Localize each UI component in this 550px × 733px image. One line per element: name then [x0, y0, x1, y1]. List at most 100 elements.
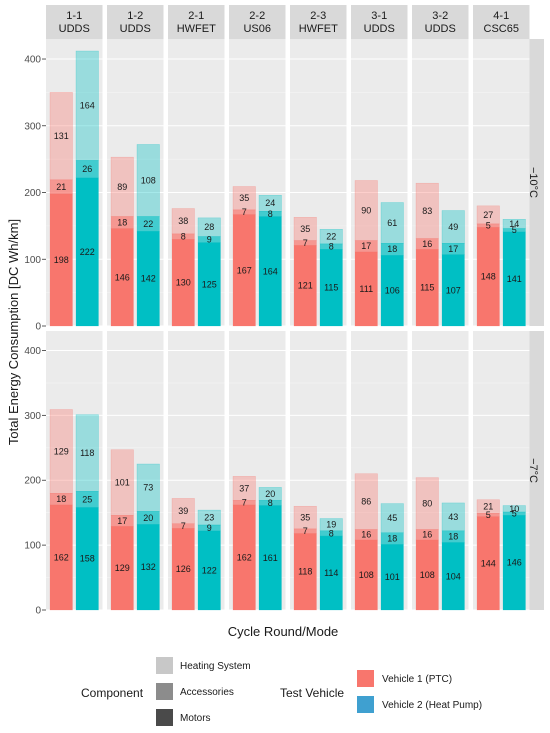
vehicle1-accessories-value-label: 16: [422, 530, 432, 540]
vehicle2-heating-value-label: 20: [265, 489, 275, 499]
vehicle-legend-label: Vehicle 2 (Heat Pump): [382, 700, 482, 711]
vehicle2-motors-value-label: 114: [324, 568, 338, 578]
vehicle2-heating-bar: [380, 202, 404, 244]
vehicle2-motors-value-label: 141: [507, 274, 522, 284]
facet-strip-label: UDDS: [59, 23, 90, 35]
vehicle2-heating-value-label: 14: [509, 219, 519, 229]
vehicle2-heating-bar: [319, 518, 343, 532]
facet-strip-label: 1-2: [127, 10, 143, 22]
vehicle1-heating-value-label: 27: [483, 210, 493, 220]
vehicle2-heating-bar: [75, 50, 99, 161]
component-legend-label: Motors: [180, 713, 211, 724]
vehicle1-motors-value-label: 162: [54, 552, 69, 562]
facet-strip-label: 2-1: [188, 10, 204, 22]
vehicle2-heating-value-label: 28: [204, 222, 214, 232]
vehicle1-heating-bar: [171, 498, 195, 524]
facet-strip-bg: [412, 5, 469, 39]
vehicle2-motors-value-label: 158: [80, 554, 95, 564]
vehicle2-motors-value-label: 146: [507, 558, 522, 568]
vehicle1-accessories-value-label: 5: [486, 221, 491, 231]
vehicle1-motors-value-label: 167: [237, 265, 252, 275]
vehicle1-heating-value-label: 129: [54, 446, 69, 456]
vehicle1-motors-value-label: 108: [359, 570, 374, 580]
vehicle2-heating-bar: [197, 509, 221, 526]
vehicle1-accessories-value-label: 7: [303, 238, 308, 248]
vehicle2-motors-value-label: 115: [324, 283, 338, 293]
facet-strip-label: UDDS: [425, 23, 456, 35]
vehicle1-heating-value-label: 35: [300, 224, 310, 234]
facet-strip-label: UDDS: [120, 23, 151, 35]
vehicle-legend-key: [357, 696, 374, 713]
facet-strip-label: 2-2: [249, 10, 265, 22]
vehicle2-accessories-value-label: 18: [387, 534, 397, 544]
y-tick-label: 200: [24, 188, 41, 199]
component-legend-key: [156, 683, 173, 700]
vehicle2-heating-bar: [197, 217, 221, 237]
vehicle1-heating-value-label: 90: [361, 206, 371, 216]
vehicle1-heating-value-label: 83: [422, 206, 432, 216]
vehicle1-heating-value-label: 38: [178, 216, 188, 226]
vehicle1-heating-bar: [476, 499, 500, 514]
vehicle2-heating-value-label: 22: [326, 232, 336, 242]
vehicle1-heating-bar: [415, 182, 439, 239]
vehicle1-accessories-value-label: 16: [422, 239, 432, 249]
component-legend-key: [156, 709, 173, 726]
vehicle2-heating-bar: [380, 503, 404, 533]
vehicle2-accessories-value-label: 17: [448, 244, 458, 254]
vehicle2-motors-value-label: 161: [263, 553, 278, 563]
vehicle1-motors-value-label: 198: [54, 255, 69, 265]
vehicle2-accessories-value-label: 5: [512, 225, 517, 235]
vehicle2-heating-value-label: 24: [265, 198, 275, 208]
y-tick-label: 400: [24, 55, 41, 66]
vehicle2-accessories-value-label: 22: [143, 219, 153, 229]
vehicle1-heating-bar: [49, 92, 73, 181]
vehicle2-heating-bar: [319, 229, 343, 245]
facet-strip-label: UDDS: [364, 23, 395, 35]
vehicle1-motors-value-label: 126: [176, 564, 191, 574]
vehicle1-motors-value-label: 129: [115, 563, 130, 573]
vehicle1-heating-value-label: 39: [178, 506, 188, 516]
vehicle2-motors-value-label: 106: [385, 286, 400, 296]
vehicle2-heating-value-label: 108: [141, 175, 156, 185]
component-legend-label: Accessories: [180, 687, 234, 698]
y-axis-title: Total Energy Consumption [DC Wh/km]: [6, 219, 21, 445]
vehicle2-heating-bar: [258, 194, 282, 212]
vehicle2-accessories-value-label: 9: [207, 523, 212, 533]
vehicle2-heating-value-label: 10: [509, 504, 519, 514]
y-tick-label: 300: [24, 411, 41, 422]
vehicle1-heating-bar: [110, 156, 134, 217]
y-tick-label: 100: [24, 255, 41, 266]
vehicle1-motors-value-label: 130: [176, 278, 191, 288]
vehicle2-accessories-value-label: 5: [512, 509, 517, 519]
facet-strip-label: 4-1: [493, 10, 509, 22]
vehicle1-motors-value-label: 108: [420, 570, 435, 580]
vehicle1-accessories-value-label: 17: [117, 516, 127, 526]
facet-panels: 1-1UDDS1-2UDDS2-1HWFET2-2US062-3HWFET3-1…: [24, 5, 544, 617]
vehicle2-heating-value-label: 19: [326, 520, 336, 530]
vehicle1-motors-value-label: 118: [298, 567, 312, 577]
component-legend-label: Heating System: [180, 661, 251, 672]
vehicle2-heating-bar: [136, 463, 160, 512]
vehicle1-heating-value-label: 101: [115, 478, 130, 488]
vehicle2-motors-value-label: 107: [446, 285, 461, 295]
vehicle2-heating-value-label: 118: [80, 448, 94, 458]
vehicle2-accessories-value-label: 18: [448, 532, 458, 542]
vehicle2-accessories-value-label: 8: [268, 209, 273, 219]
vehicle1-motors-value-label: 148: [481, 272, 496, 282]
vehicle1-accessories-value-label: 18: [56, 494, 66, 504]
facet-strip-bg: [473, 5, 530, 39]
facet-strip-label: 1-1: [66, 10, 82, 22]
y-tick-label: 300: [24, 121, 41, 132]
vehicle2-heating-value-label: 49: [448, 222, 458, 232]
vehicle1-accessories-value-label: 5: [486, 510, 491, 520]
y-tick-label: 0: [35, 322, 41, 333]
facet-strip-label: 2-3: [310, 10, 326, 22]
vehicle2-accessories-value-label: 25: [82, 494, 92, 504]
vehicle2-motors-value-label: 222: [80, 247, 95, 257]
vehicle2-accessories-value-label: 8: [268, 498, 273, 508]
facet-strip-bg: [46, 5, 103, 39]
vehicle2-accessories-value-label: 26: [82, 164, 92, 174]
vehicle1-motors-value-label: 111: [359, 284, 373, 294]
facet-strip-bg: [290, 5, 347, 39]
vehicle2-heating-bar: [502, 505, 526, 513]
